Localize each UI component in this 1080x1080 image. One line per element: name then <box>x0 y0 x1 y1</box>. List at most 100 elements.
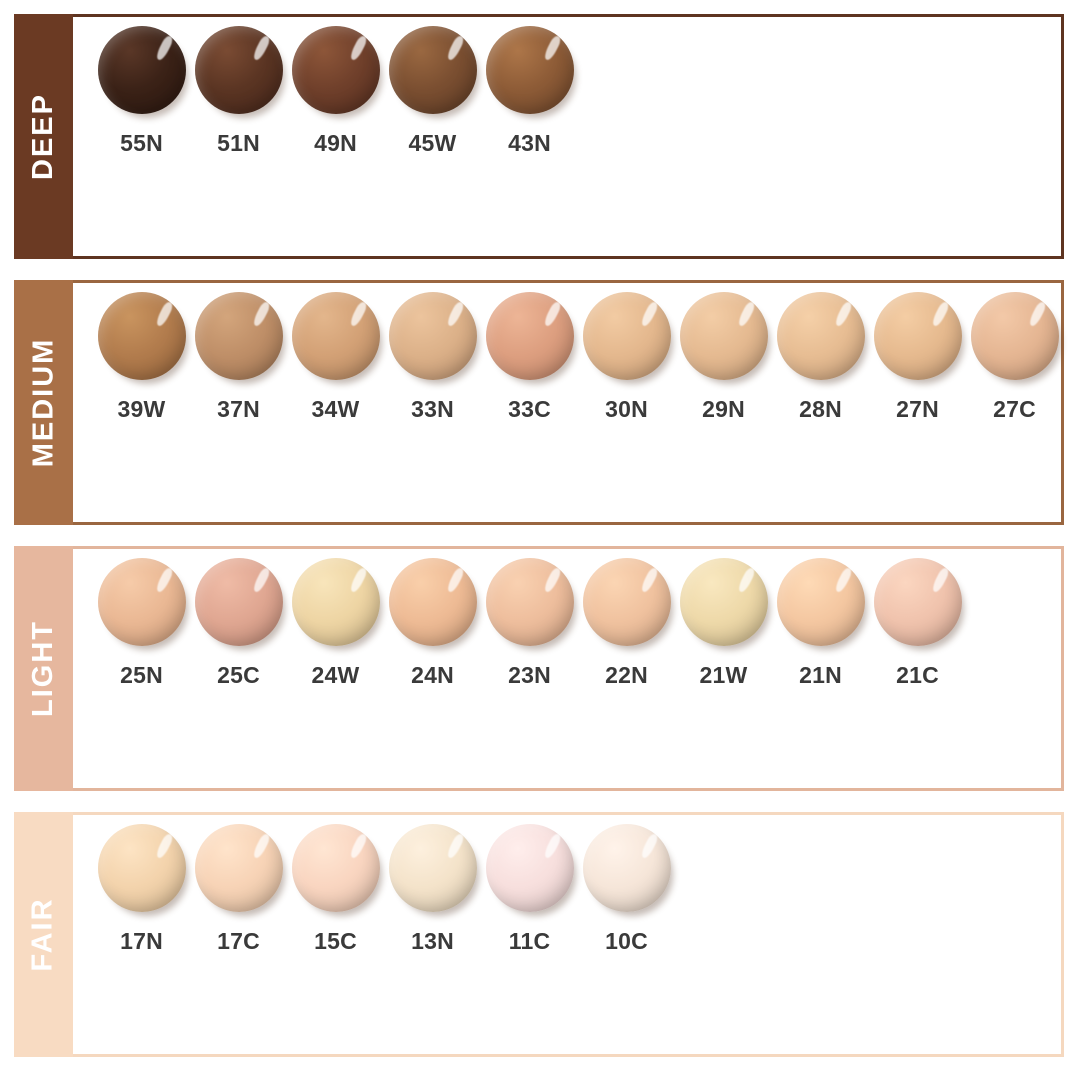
swatch-color-dot[interactable] <box>97 291 186 380</box>
swatch-label: 34W <box>311 396 360 422</box>
shade-row-deep: DEEP 55N 51N 49N 45W 43N <box>14 14 1064 259</box>
row-tab-light[interactable]: LIGHT <box>14 546 73 791</box>
swatch-color-dot[interactable] <box>388 25 477 114</box>
swatch-label: 28N <box>799 396 842 422</box>
swatch-21C[interactable]: 21C <box>869 553 966 689</box>
swatch-color-dot[interactable] <box>194 557 283 646</box>
swatch-label: 25N <box>120 662 163 688</box>
swatch-dot-wrap <box>675 287 772 384</box>
swatch-21N[interactable]: 21N <box>772 553 869 689</box>
swatch-dot-wrap <box>190 21 287 118</box>
swatch-color-dot[interactable] <box>679 291 768 380</box>
swatch-label: 24N <box>411 662 454 688</box>
shade-row-medium: MEDIUM 39W 37N 34W 33N 33C 30N 29N 28N 27N 27C <box>14 280 1064 525</box>
swatch-34W[interactable]: 34W <box>287 287 384 423</box>
swatch-29N[interactable]: 29N <box>675 287 772 423</box>
row-tab-label: MEDIUM <box>27 337 60 468</box>
swatch-51N[interactable]: 51N <box>190 21 287 157</box>
row-swatches-light: 25N 25C 24W 24N 23N 22N 21W 21N 21C <box>73 549 1061 788</box>
swatch-label: 45W <box>408 130 457 156</box>
swatch-24N[interactable]: 24N <box>384 553 481 689</box>
swatch-color-dot[interactable] <box>97 823 186 912</box>
swatch-dot-wrap <box>966 287 1063 384</box>
swatch-color-dot[interactable] <box>582 823 671 912</box>
swatch-color-dot[interactable] <box>291 823 380 912</box>
swatch-color-dot[interactable] <box>970 291 1059 380</box>
swatch-label: 43N <box>508 130 551 156</box>
swatch-17N[interactable]: 17N <box>93 819 190 955</box>
swatch-color-dot[interactable] <box>485 823 574 912</box>
swatch-color-dot[interactable] <box>194 823 283 912</box>
row-tab-fair[interactable]: FAIR <box>14 812 73 1057</box>
swatch-55N[interactable]: 55N <box>93 21 190 157</box>
swatch-color-dot[interactable] <box>873 557 962 646</box>
swatch-label: 24W <box>311 662 360 688</box>
swatch-11C[interactable]: 11C <box>481 819 578 955</box>
swatch-color-dot[interactable] <box>776 557 865 646</box>
swatch-color-dot[interactable] <box>194 25 283 114</box>
swatch-label: 22N <box>605 662 648 688</box>
swatch-23N[interactable]: 23N <box>481 553 578 689</box>
swatch-21W[interactable]: 21W <box>675 553 772 689</box>
swatch-37N[interactable]: 37N <box>190 287 287 423</box>
swatch-49N[interactable]: 49N <box>287 21 384 157</box>
swatch-39W[interactable]: 39W <box>93 287 190 423</box>
swatch-17C[interactable]: 17C <box>190 819 287 955</box>
swatch-color-dot[interactable] <box>97 25 186 114</box>
swatch-dot-wrap <box>93 21 190 118</box>
row-tab-label: DEEP <box>27 93 60 180</box>
swatch-10C[interactable]: 10C <box>578 819 675 955</box>
swatch-color-dot[interactable] <box>485 291 574 380</box>
swatch-label: 37N <box>217 396 260 422</box>
swatch-33N[interactable]: 33N <box>384 287 481 423</box>
swatch-label: 11C <box>508 928 551 954</box>
swatch-43N[interactable]: 43N <box>481 21 578 157</box>
swatch-color-dot[interactable] <box>582 291 671 380</box>
swatch-24W[interactable]: 24W <box>287 553 384 689</box>
swatch-dot-wrap <box>481 819 578 916</box>
swatch-45W[interactable]: 45W <box>384 21 481 157</box>
swatch-label: 30N <box>605 396 648 422</box>
swatch-dot-wrap <box>481 553 578 650</box>
swatch-color-dot[interactable] <box>97 557 186 646</box>
swatch-color-dot[interactable] <box>776 291 865 380</box>
row-swatches-deep: 55N 51N 49N 45W 43N <box>73 17 1061 256</box>
swatch-15C[interactable]: 15C <box>287 819 384 955</box>
swatch-dot-wrap <box>675 553 772 650</box>
swatch-25N[interactable]: 25N <box>93 553 190 689</box>
swatch-label: 51N <box>217 130 260 156</box>
swatch-color-dot[interactable] <box>291 557 380 646</box>
swatch-dot-wrap <box>869 553 966 650</box>
swatch-color-dot[interactable] <box>679 557 768 646</box>
swatch-color-dot[interactable] <box>388 291 477 380</box>
swatch-25C[interactable]: 25C <box>190 553 287 689</box>
swatch-dot-wrap <box>772 553 869 650</box>
swatch-22N[interactable]: 22N <box>578 553 675 689</box>
swatch-color-dot[interactable] <box>873 291 962 380</box>
swatch-color-dot[interactable] <box>194 291 283 380</box>
swatch-dot-wrap <box>869 287 966 384</box>
shade-row-fair: FAIR 17N 17C 15C 13N 11C 10C <box>14 812 1064 1057</box>
swatch-color-dot[interactable] <box>388 823 477 912</box>
swatch-27C[interactable]: 27C <box>966 287 1063 423</box>
swatch-dot-wrap <box>384 21 481 118</box>
swatch-13N[interactable]: 13N <box>384 819 481 955</box>
row-tab-deep[interactable]: DEEP <box>14 14 73 259</box>
swatch-color-dot[interactable] <box>485 557 574 646</box>
swatch-color-dot[interactable] <box>388 557 477 646</box>
row-tab-medium[interactable]: MEDIUM <box>14 280 73 525</box>
row-tab-label: LIGHT <box>27 620 59 717</box>
swatch-label: 25C <box>217 662 260 688</box>
swatch-28N[interactable]: 28N <box>772 287 869 423</box>
swatch-color-dot[interactable] <box>291 25 380 114</box>
swatch-color-dot[interactable] <box>485 25 574 114</box>
swatch-color-dot[interactable] <box>582 557 671 646</box>
swatch-27N[interactable]: 27N <box>869 287 966 423</box>
swatch-label: 33N <box>411 396 454 422</box>
swatch-dot-wrap <box>287 287 384 384</box>
swatch-30N[interactable]: 30N <box>578 287 675 423</box>
swatch-dot-wrap <box>93 819 190 916</box>
swatch-color-dot[interactable] <box>291 291 380 380</box>
swatch-33C[interactable]: 33C <box>481 287 578 423</box>
swatch-label: 39W <box>117 396 166 422</box>
